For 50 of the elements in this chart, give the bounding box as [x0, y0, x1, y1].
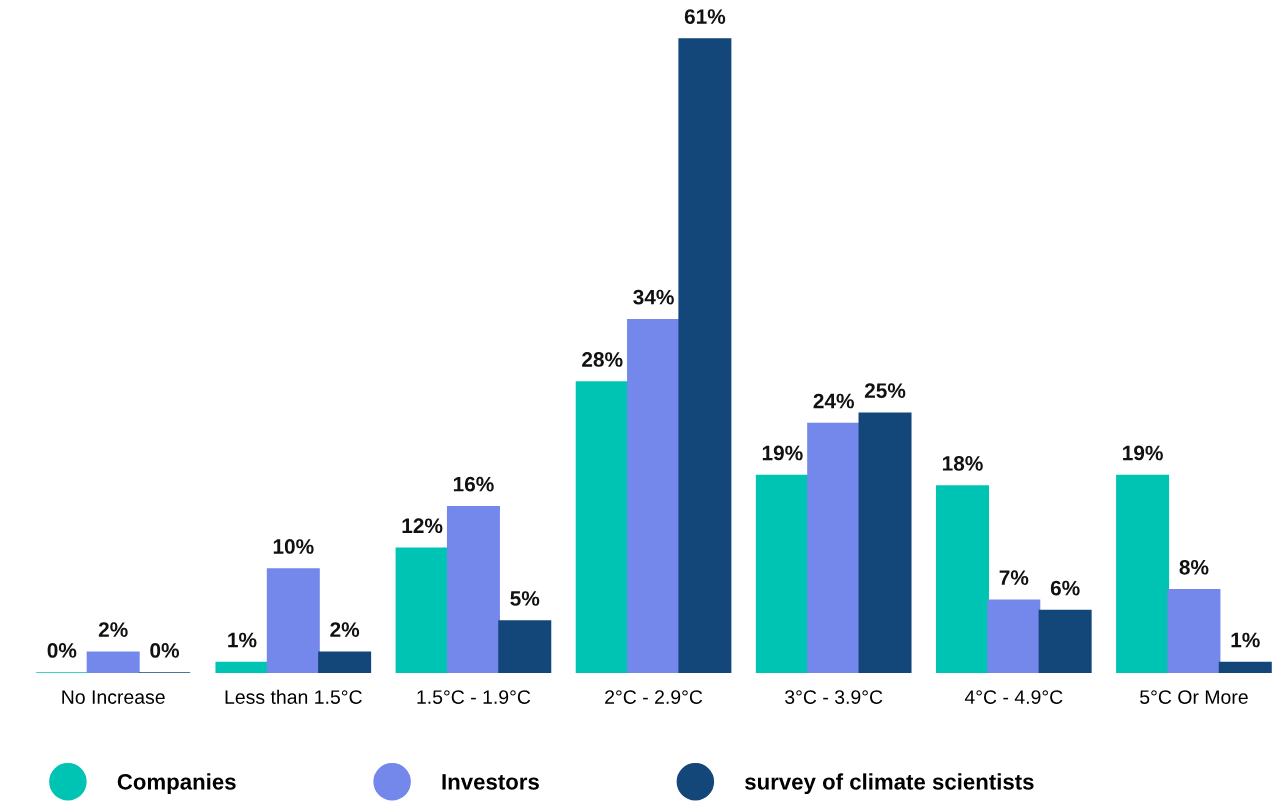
bar: [318, 651, 372, 674]
data-label: 16%: [453, 476, 494, 492]
data-label: 7%: [999, 570, 1029, 585]
data-label: 19%: [1123, 445, 1163, 461]
bar: [858, 412, 912, 674]
bar: [1116, 474, 1170, 674]
x-tick-label: 5°C Or More: [1140, 690, 1248, 704]
bar: [755, 474, 809, 674]
bar: [1167, 589, 1221, 674]
data-label: 28%: [582, 352, 623, 367]
data-label: 18%: [942, 455, 983, 471]
legend-label: survey of climate scientists: [745, 773, 1034, 795]
x-tick-label: Less than 1.5°C: [225, 689, 362, 704]
x-tick-label: 2°C - 2.9°C: [605, 690, 703, 704]
data-label: 0%: [150, 643, 180, 658]
bar: [86, 651, 140, 674]
data-label: 8%: [1179, 559, 1209, 575]
data-label: 19%: [762, 445, 803, 461]
data-label: 10%: [273, 539, 314, 554]
legend-label: Investors: [442, 774, 539, 790]
bar: [935, 485, 989, 674]
data-label: 2%: [98, 622, 128, 637]
data-label: 1%: [1231, 632, 1260, 648]
bar: [215, 661, 269, 674]
bar: [395, 547, 449, 674]
data-label: 25%: [864, 383, 906, 399]
bar: [678, 38, 732, 674]
legend-label: Companies: [117, 773, 236, 795]
data-label: 0%: [47, 643, 77, 658]
bar: [987, 599, 1041, 674]
data-label: 6%: [1050, 580, 1080, 596]
bar: [498, 620, 552, 674]
data-label: 24%: [813, 393, 854, 409]
bar: [575, 381, 629, 674]
x-tick-label: 4°C - 4.9°C: [964, 690, 1063, 704]
bar: [1038, 609, 1092, 674]
bar: [446, 505, 500, 674]
x-tick-label: 1.5°C - 1.9°C: [417, 690, 531, 704]
bar: [627, 318, 681, 674]
x-tick-label: No Increase: [62, 690, 165, 704]
x-tick-label: 3°C - 3.9°C: [785, 690, 883, 704]
data-label: 2%: [330, 622, 360, 637]
bar: [807, 422, 861, 674]
bar: [1218, 661, 1272, 674]
bar: [266, 568, 320, 674]
data-label: 1%: [228, 632, 257, 648]
data-label: 12%: [402, 518, 443, 534]
data-label: 61%: [684, 9, 726, 24]
data-label: 34%: [633, 289, 674, 305]
data-label: 5%: [510, 591, 540, 606]
